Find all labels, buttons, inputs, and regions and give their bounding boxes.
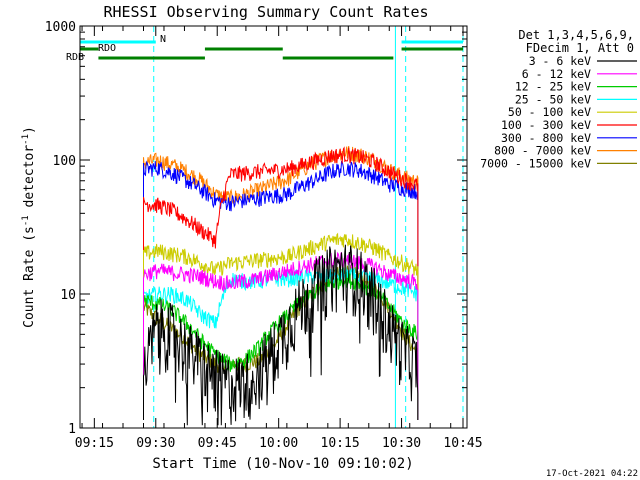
series-line-6-12-kev xyxy=(143,251,419,420)
legend-label: 800 - 7000 keV xyxy=(494,144,591,158)
legend-label: 25 - 50 keV xyxy=(515,92,591,106)
legend: Det 1,3,4,5,6,9, FDecim 1, Att 0 3 - 6 k… xyxy=(480,28,637,170)
legend-header-line2: FDecim 1, Att 0 xyxy=(526,41,634,55)
timestamp: 17-Oct-2021 04:22 xyxy=(546,469,638,479)
legend-label: 3 - 6 keV xyxy=(529,54,591,68)
flag-layer: N RDO RDB xyxy=(66,34,463,63)
chart-title: RHESSI Observing Summary Count Rates xyxy=(103,3,428,21)
y-tick-label: 1000 xyxy=(45,20,76,35)
flag-label-rdb: RDB xyxy=(66,52,84,63)
flag-label-n: N xyxy=(160,34,166,45)
plot-frame xyxy=(79,25,468,429)
y-axis-label: Count Rate (s-1 detector-1) xyxy=(21,126,37,328)
legend-label: 12 - 25 keV xyxy=(515,80,591,94)
x-tick-label: 09:15 xyxy=(75,436,114,451)
axis-ticks: 09:15 09:30 09:45 10:00 10:15 10:30 10:45 1 10 10… xyxy=(45,20,483,451)
legend-label: 300 - 800 keV xyxy=(501,131,591,145)
legend-label: 100 - 300 keV xyxy=(501,118,591,132)
legend-label: 50 - 100 keV xyxy=(508,105,591,119)
series-layer xyxy=(143,146,419,426)
y-tick-label: 100 xyxy=(53,154,76,169)
y-tick-label: 10 xyxy=(60,288,76,303)
series-line-50-100-kev xyxy=(143,232,419,420)
x-tick-label: 10:00 xyxy=(259,436,298,451)
series-line-300-800-kev xyxy=(143,160,419,420)
x-tick-label: 09:30 xyxy=(136,436,175,451)
x-axis-label: Start Time (10-Nov-10 09:10:02) xyxy=(152,456,413,472)
legend-label: 7000 - 15000 keV xyxy=(480,156,591,170)
x-tick-label: 10:45 xyxy=(443,436,482,451)
x-tick-label: 09:45 xyxy=(198,436,237,451)
legend-label: 6 - 12 keV xyxy=(522,67,591,81)
series-line-100-300-kev xyxy=(143,146,419,420)
y-tick-label: 1 xyxy=(68,422,76,437)
x-tick-label: 10:15 xyxy=(321,436,360,451)
series-line-3-6-kev xyxy=(143,244,419,426)
legend-header-line1: Det 1,3,4,5,6,9, xyxy=(518,28,634,42)
x-tick-label: 10:30 xyxy=(382,436,421,451)
flag-label-rdo: RDO xyxy=(98,43,116,54)
